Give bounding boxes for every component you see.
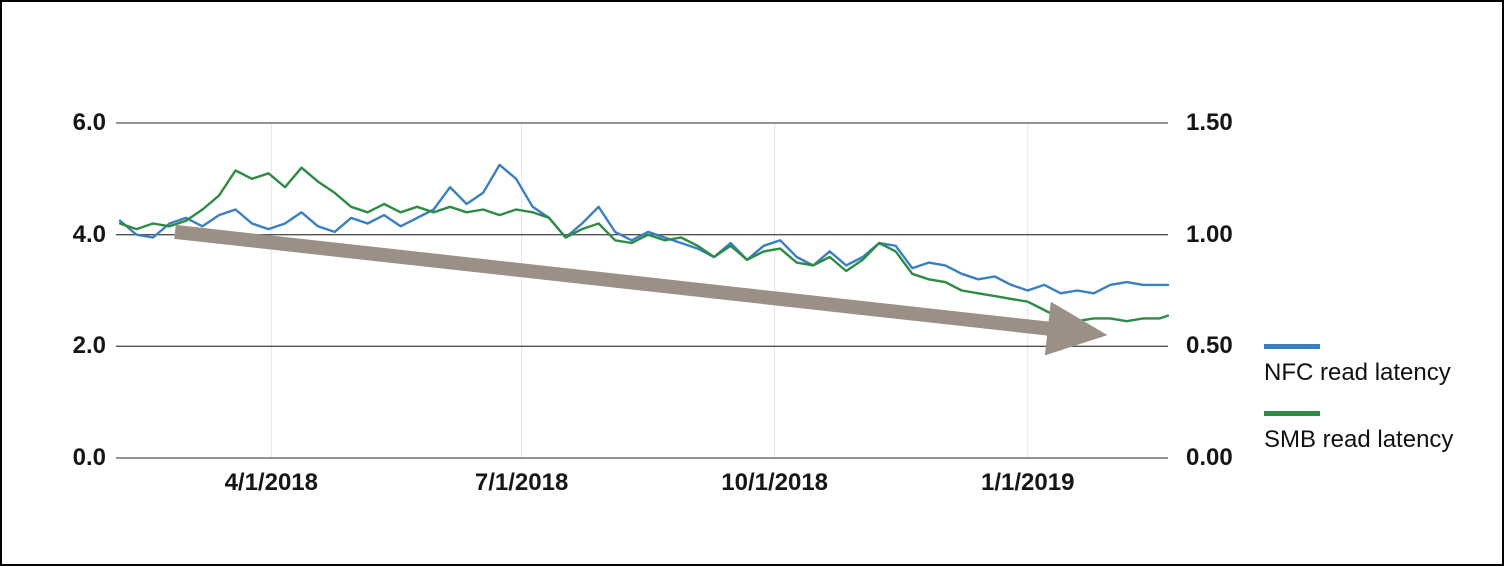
smb-series-swatch (1264, 411, 1320, 416)
y-axis-left-label: 0.0 (72, 444, 106, 471)
y-axis-left-label: 4.0 (72, 220, 106, 248)
y-axis-left-label: 2.0 (72, 332, 106, 360)
x-axis-label: 4/1/2018 (224, 469, 318, 496)
y-axis-right-label: 1.00 (1186, 220, 1233, 248)
legend-label-smb: SMB read latency (1264, 426, 1454, 453)
legend-item-nfc: NFC read latency (1264, 344, 1453, 387)
x-axis-label: 10/1/2018 (721, 469, 829, 496)
x-axis-label: 7/1/2018 (474, 469, 569, 496)
y-axis-right-label: 0.50 (1186, 332, 1233, 360)
y-axis-right-label: 0.00 (1186, 444, 1233, 471)
x-axis-label: 1/1/2019 (980, 469, 1075, 496)
y-axis-left-label: 6.0 (72, 109, 106, 136)
nfc-series-swatch (1264, 344, 1320, 349)
legend-item-smb: SMB read latency (1264, 411, 1453, 454)
y-axis-right-label: 1.50 (1186, 109, 1233, 136)
legend-label-nfc: NFC read latency (1264, 359, 1451, 386)
legend: NFC read latency SMB read latency (1264, 344, 1453, 478)
